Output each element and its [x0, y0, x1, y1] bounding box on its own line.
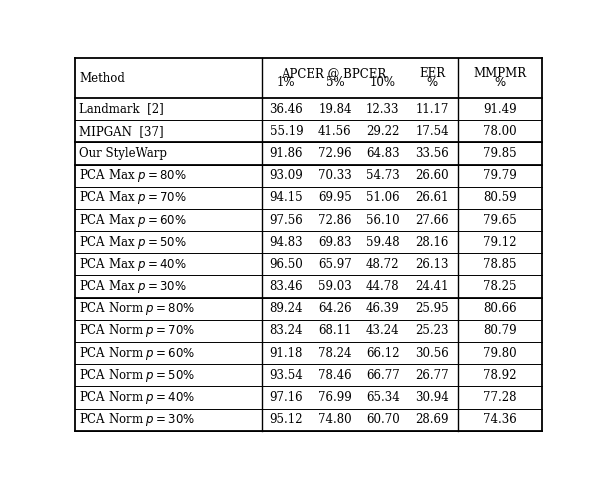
- Text: 1%: 1%: [277, 76, 296, 89]
- Text: Our StyleWarp: Our StyleWarp: [79, 147, 167, 160]
- Text: 68.11: 68.11: [318, 324, 352, 337]
- Text: 74.36: 74.36: [483, 413, 517, 426]
- Text: 29.22: 29.22: [366, 125, 399, 138]
- Text: 44.78: 44.78: [366, 280, 400, 293]
- Text: 30.94: 30.94: [415, 391, 449, 404]
- Text: 97.56: 97.56: [270, 213, 303, 227]
- Text: 78.25: 78.25: [483, 280, 517, 293]
- Text: 78.92: 78.92: [483, 369, 517, 382]
- Text: 69.83: 69.83: [318, 236, 352, 249]
- Text: 51.06: 51.06: [366, 191, 400, 204]
- Text: 65.34: 65.34: [366, 391, 400, 404]
- Text: $\%$: $\%$: [426, 76, 438, 89]
- Text: APCER @ BPCER: APCER @ BPCER: [282, 67, 387, 80]
- Text: 79.12: 79.12: [483, 236, 517, 249]
- Text: 69.95: 69.95: [318, 191, 352, 204]
- Text: 54.73: 54.73: [366, 169, 400, 182]
- Text: 5%: 5%: [326, 76, 344, 89]
- Text: PCA Norm $p = 80\%$: PCA Norm $p = 80\%$: [79, 300, 195, 317]
- Text: 59.48: 59.48: [366, 236, 400, 249]
- Text: MIPGAN  [37]: MIPGAN [37]: [79, 125, 164, 138]
- Text: PCA Norm $p = 30\%$: PCA Norm $p = 30\%$: [79, 411, 195, 428]
- Text: 91.18: 91.18: [270, 347, 303, 360]
- Text: 30.56: 30.56: [415, 347, 449, 360]
- Text: 65.97: 65.97: [318, 258, 352, 271]
- Text: 26.60: 26.60: [415, 169, 449, 182]
- Text: PCA Norm $p = 60\%$: PCA Norm $p = 60\%$: [79, 345, 195, 362]
- Text: 77.28: 77.28: [483, 391, 517, 404]
- Text: 80.59: 80.59: [483, 191, 517, 204]
- Text: 11.17: 11.17: [415, 103, 449, 116]
- Text: 83.24: 83.24: [270, 324, 303, 337]
- Text: 10%: 10%: [370, 76, 396, 89]
- Text: 95.12: 95.12: [270, 413, 303, 426]
- Text: 24.41: 24.41: [415, 280, 449, 293]
- Text: 79.85: 79.85: [483, 147, 517, 160]
- Text: PCA Max $p = 50\%$: PCA Max $p = 50\%$: [79, 234, 187, 251]
- Text: PCA Max $p = 40\%$: PCA Max $p = 40\%$: [79, 256, 187, 273]
- Text: 89.24: 89.24: [270, 302, 303, 315]
- Text: 25.23: 25.23: [415, 324, 449, 337]
- Text: 27.66: 27.66: [415, 213, 449, 227]
- Text: 93.09: 93.09: [270, 169, 303, 182]
- Text: 19.84: 19.84: [318, 103, 352, 116]
- Text: PCA Norm $p = 50\%$: PCA Norm $p = 50\%$: [79, 367, 195, 384]
- Text: EER: EER: [419, 67, 445, 80]
- Text: 74.80: 74.80: [318, 413, 352, 426]
- Text: 26.61: 26.61: [415, 191, 449, 204]
- Text: 94.15: 94.15: [270, 191, 303, 204]
- Text: Landmark  [2]: Landmark [2]: [79, 103, 164, 116]
- Text: 41.56: 41.56: [318, 125, 352, 138]
- Text: 76.99: 76.99: [318, 391, 352, 404]
- Text: Method: Method: [79, 72, 125, 85]
- Text: 36.46: 36.46: [270, 103, 303, 116]
- Text: 96.50: 96.50: [270, 258, 303, 271]
- Text: 60.70: 60.70: [366, 413, 400, 426]
- Text: 78.46: 78.46: [318, 369, 352, 382]
- Text: 43.24: 43.24: [366, 324, 400, 337]
- Text: 94.83: 94.83: [270, 236, 303, 249]
- Text: 70.33: 70.33: [318, 169, 352, 182]
- Text: $\%$: $\%$: [494, 76, 506, 89]
- Text: 80.66: 80.66: [483, 302, 517, 315]
- Text: 17.54: 17.54: [415, 125, 449, 138]
- Text: 79.80: 79.80: [483, 347, 517, 360]
- Text: 66.77: 66.77: [366, 369, 400, 382]
- Text: 28.16: 28.16: [415, 236, 449, 249]
- Text: 79.79: 79.79: [483, 169, 517, 182]
- Text: 97.16: 97.16: [270, 391, 303, 404]
- Text: PCA Norm $p = 40\%$: PCA Norm $p = 40\%$: [79, 389, 195, 406]
- Text: 48.72: 48.72: [366, 258, 400, 271]
- Text: 66.12: 66.12: [366, 347, 400, 360]
- Text: 80.79: 80.79: [483, 324, 517, 337]
- Text: 72.96: 72.96: [318, 147, 352, 160]
- Text: PCA Max $p = 60\%$: PCA Max $p = 60\%$: [79, 212, 187, 228]
- Text: 64.26: 64.26: [318, 302, 352, 315]
- Text: 26.13: 26.13: [415, 258, 449, 271]
- Text: PCA Max $p = 70\%$: PCA Max $p = 70\%$: [79, 189, 187, 206]
- Text: 55.19: 55.19: [270, 125, 303, 138]
- Text: 26.77: 26.77: [415, 369, 449, 382]
- Text: 25.95: 25.95: [415, 302, 449, 315]
- Text: 64.83: 64.83: [366, 147, 400, 160]
- Text: 83.46: 83.46: [270, 280, 303, 293]
- Text: 78.00: 78.00: [483, 125, 517, 138]
- Text: 12.33: 12.33: [366, 103, 400, 116]
- Text: 59.03: 59.03: [318, 280, 352, 293]
- Text: 46.39: 46.39: [366, 302, 400, 315]
- Text: 79.65: 79.65: [483, 213, 517, 227]
- Text: 78.24: 78.24: [318, 347, 352, 360]
- Text: PCA Max $p = 30\%$: PCA Max $p = 30\%$: [79, 278, 187, 295]
- Text: 93.54: 93.54: [270, 369, 303, 382]
- Text: 78.85: 78.85: [483, 258, 517, 271]
- Text: 56.10: 56.10: [366, 213, 400, 227]
- Text: PCA Max $p = 80\%$: PCA Max $p = 80\%$: [79, 167, 187, 184]
- Text: MMPMR: MMPMR: [473, 67, 526, 80]
- Text: 33.56: 33.56: [415, 147, 449, 160]
- Text: 28.69: 28.69: [415, 413, 449, 426]
- Text: 91.86: 91.86: [270, 147, 303, 160]
- Text: 91.49: 91.49: [483, 103, 517, 116]
- Text: PCA Norm $p = 70\%$: PCA Norm $p = 70\%$: [79, 322, 195, 339]
- Text: 72.86: 72.86: [318, 213, 352, 227]
